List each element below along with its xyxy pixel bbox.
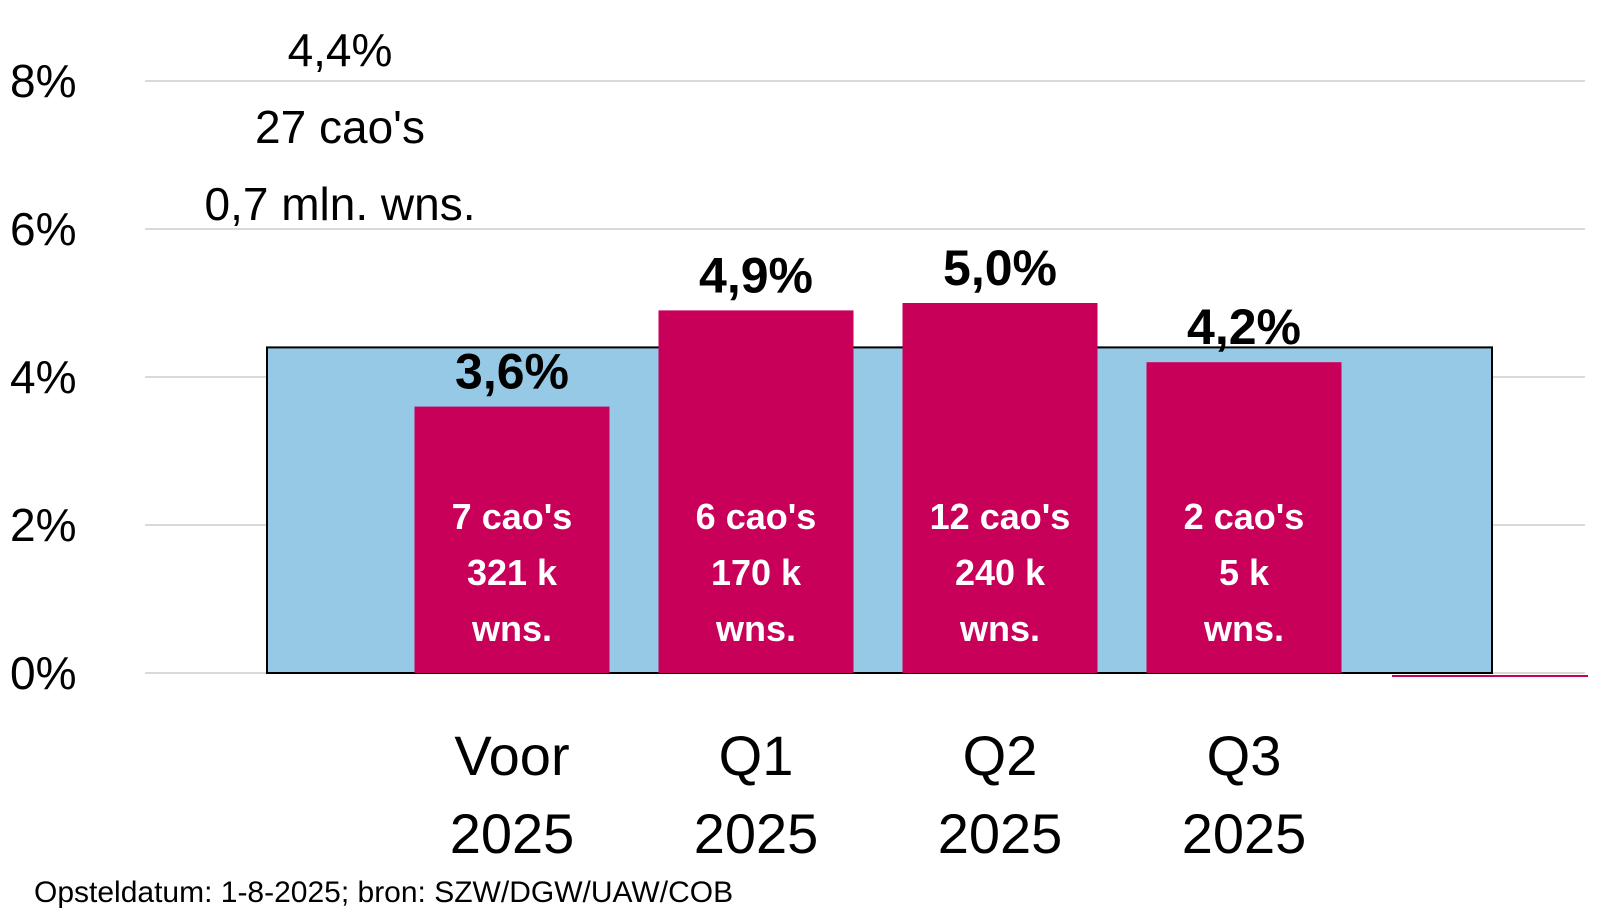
y-tick-label: 4%: [10, 351, 76, 403]
bar: [1146, 362, 1342, 673]
y-tick-label: 2%: [10, 499, 76, 551]
average-note-line: 4,4%: [288, 24, 393, 76]
y-tick-label: 8%: [10, 55, 76, 107]
bar-note-line: wns.: [959, 608, 1040, 649]
y-axis: 0% 2% 4% 6% 8%: [10, 55, 76, 699]
bar-note-line: wns.: [715, 608, 796, 649]
bar-note-line: 7 cao's: [452, 496, 573, 537]
bar-note-line: wns.: [1203, 608, 1284, 649]
bar-note-line: 170 k: [711, 552, 802, 593]
x-category-label: 2025: [694, 802, 819, 865]
value-labels: 3,6% 7 cao's 321 k wns. 4,9% 6 cao's 170 k wns.…: [452, 240, 1305, 649]
value-label: 4,2%: [1187, 299, 1301, 355]
bar-note-line: 12 cao's: [930, 496, 1071, 537]
bar-note-line: 5 k: [1219, 552, 1270, 593]
bar: [658, 310, 854, 673]
x-category-label: Voor: [454, 724, 569, 787]
x-category-label: 2025: [450, 802, 575, 865]
value-label: 3,6%: [455, 344, 569, 400]
bar-note-line: 2 cao's: [1184, 496, 1305, 537]
bar: [902, 303, 1098, 673]
average-note-line: 27 cao's: [255, 101, 425, 153]
bar-note-line: 321 k: [467, 552, 558, 593]
x-category-label: Q2: [963, 724, 1038, 787]
x-category-label: Q1: [719, 724, 794, 787]
bar: [414, 406, 610, 673]
average-note-line: 0,7 mln. wns.: [205, 178, 476, 230]
x-category-label: 2025: [938, 802, 1063, 865]
bar-note-line: 6 cao's: [696, 496, 817, 537]
y-tick-label: 6%: [10, 203, 76, 255]
x-category-label: 2025: [1182, 802, 1307, 865]
bar-note-line: wns.: [471, 608, 552, 649]
y-tick-label: 0%: [10, 647, 76, 699]
x-axis: Voor 2025 Q1 2025 Q2 2025 Q3 2025: [450, 724, 1307, 865]
bars: [414, 303, 1342, 673]
average-annotation: 4,4% 27 cao's 0,7 mln. wns.: [205, 24, 476, 230]
value-label: 5,0%: [943, 240, 1057, 296]
value-label: 4,9%: [699, 247, 813, 303]
source-footnote: Opsteldatum: 1-8-2025; bron: SZW/DGW/UAW…: [34, 876, 734, 909]
bar-note-line: 240 k: [955, 552, 1046, 593]
x-category-label: Q3: [1207, 724, 1282, 787]
